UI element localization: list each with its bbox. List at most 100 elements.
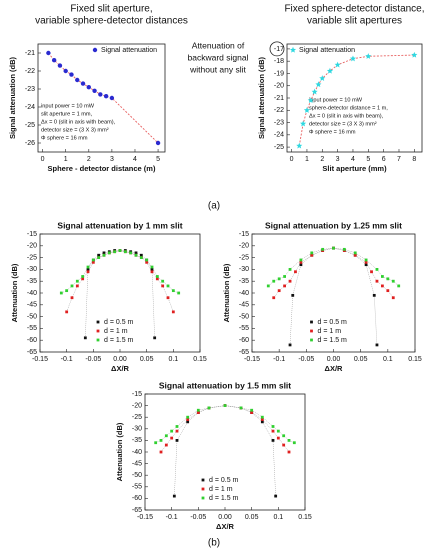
x-tick-label: 0.15 [193,356,207,363]
chart-title: Signal attenuation by 1.25 mm slit [265,220,402,230]
point [364,260,368,264]
legend-marker [92,47,98,53]
y-tick-label: -17 [274,46,284,53]
point [326,67,333,74]
x-axis-label: Sphere - detector distance (m) [48,164,156,173]
point [81,277,85,281]
y-tick-label: -22 [274,107,284,114]
point [299,260,303,264]
x-tick-label: 0.1 [168,356,178,363]
point [51,58,57,63]
point [353,253,357,257]
note: Δx = 0 (slit in axis with beam), [41,119,116,125]
y-tick-label: -20 [274,83,284,90]
point [391,279,395,283]
point [118,249,122,252]
point [155,275,159,278]
point [292,441,296,445]
chart-title: Signal attenuation by 1 mm slit [57,220,182,230]
y-axis-label: Signal attenuation (dB) [257,56,266,139]
legend-label: Signal attenuation [101,47,157,54]
point [319,75,326,81]
point [349,55,357,62]
legend-label: d = 1 m [104,328,128,335]
y-tick-label: -50 [132,472,142,479]
note: detector size = (3 X 3) mm² [309,121,377,127]
x-tick-label: 0 [290,156,294,163]
point [332,246,335,250]
point [342,247,346,251]
y-tick-label: -20 [27,243,37,250]
point [287,450,291,454]
x-tick-label: 6 [382,156,386,163]
y-tick-label: -26 [25,140,35,147]
legend-marker [201,496,205,500]
y-tick-label: -24 [25,104,35,111]
point [276,436,280,440]
legend-marker [310,329,313,333]
point [310,251,314,255]
point [272,279,276,283]
annotation: without any slit [189,64,246,74]
point [294,270,297,274]
connector-line [268,247,399,287]
y-tick-label: -25 [239,254,249,261]
point [86,268,90,271]
point [288,279,292,283]
x-axis-label: Slit aperture (mm) [322,164,387,173]
point [86,265,90,269]
connector-line [174,405,276,497]
x-tick-label: 0.05 [354,356,368,363]
point [186,418,190,421]
y-axis-label: Signal attenuation (dB) [8,56,17,139]
y-tick-label: -35 [132,437,142,444]
y-tick-label: -40 [27,290,37,297]
point [123,250,127,254]
point [196,408,200,412]
x-tick-label: 0.00 [113,356,127,363]
x-tick-label: 0.05 [245,514,259,521]
point [271,439,275,442]
x-tick-label: -0.1 [61,356,73,363]
x-axis-label: ΔX/R [325,364,343,373]
note: slit aperture = 1 mm, [41,111,93,117]
point [300,120,307,127]
point [239,406,243,410]
y-tick-label: -55 [27,325,37,332]
point [287,439,291,442]
legend-marker [96,338,100,342]
note: sphere-detector distance = 1 m, [309,105,388,111]
legend-label: d = 1.5 m [104,337,134,344]
point [107,251,111,255]
legend-label: d = 1.5 m [209,495,239,502]
point [370,270,373,274]
y-tick-label: -50 [27,313,37,320]
y-tick-label: -21 [274,95,284,102]
legend-label: d = 0.5 m [209,477,239,484]
note: detector size = (3 X 3) mm² [41,127,109,133]
point [171,310,175,314]
point [166,296,170,300]
point [391,296,395,300]
note: Φ sphere = 16 mm [309,129,356,135]
point [260,415,264,419]
point [310,253,314,257]
point [315,81,322,88]
chart-title: Fixed sphere-detector distance, [284,4,424,15]
point [276,429,280,433]
point [113,250,117,254]
point [81,275,85,278]
point [271,429,275,433]
point [97,253,101,257]
point [134,251,138,255]
point [103,94,109,99]
x-tick-label: -0.1 [166,514,178,521]
point [65,289,69,293]
y-tick-label: -35 [27,278,37,285]
point [65,310,69,314]
note: input power = 10 mW [309,97,363,103]
legend-label: Signal attenuation [299,47,355,54]
point [91,258,95,262]
point [134,253,138,257]
